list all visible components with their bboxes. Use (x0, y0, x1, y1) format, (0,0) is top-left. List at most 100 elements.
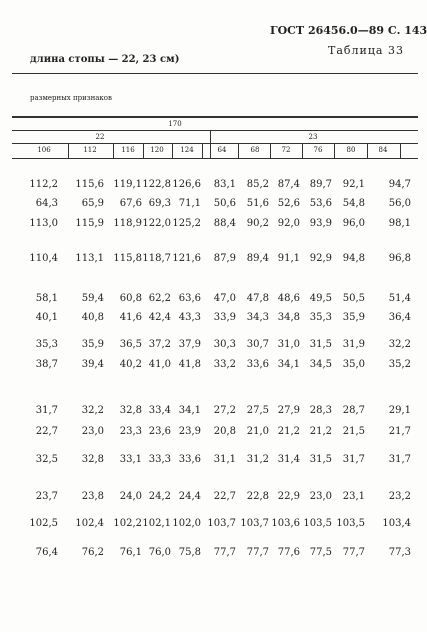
cell: 103,7 (207, 518, 236, 529)
rule (12, 73, 418, 74)
cell: 65,9 (81, 198, 104, 209)
cell: 113,0 (29, 218, 58, 229)
cell: 83,1 (213, 179, 236, 190)
cell: 50,5 (342, 293, 365, 304)
column-header: 116 (121, 146, 135, 154)
cell: 92,9 (309, 253, 332, 264)
column-divider (270, 143, 271, 158)
cell: 76,0 (148, 547, 171, 558)
cell: 94,8 (342, 253, 365, 264)
cell: 59,4 (81, 293, 104, 304)
cell: 77,3 (388, 547, 411, 558)
cell: 21,7 (388, 426, 411, 437)
cell: 22,8 (246, 491, 269, 502)
cell: 51,6 (246, 198, 269, 209)
cell: 93,9 (309, 218, 332, 229)
cell: 31,1 (213, 454, 236, 465)
rule (12, 158, 418, 159)
cell: 103,6 (271, 518, 300, 529)
cell: 33,6 (178, 454, 201, 465)
cell: 22,9 (277, 491, 300, 502)
cell: 24,0 (119, 491, 142, 502)
cell: 119,1 (113, 179, 142, 190)
cell: 103,5 (336, 518, 365, 529)
subtitle: длина стопы — 22, 23 см) (30, 54, 180, 65)
cell: 23,7 (35, 491, 58, 502)
column-divider (367, 143, 368, 158)
cell: 33,9 (213, 312, 236, 323)
cell: 96,8 (388, 253, 411, 264)
cell: 31,5 (309, 339, 332, 350)
cell: 31,4 (277, 454, 300, 465)
cell: 118,9 (113, 218, 142, 229)
cell: 77,6 (277, 547, 300, 558)
column-divider (334, 143, 335, 158)
cell: 115,6 (75, 179, 104, 190)
cell: 126,6 (172, 179, 201, 190)
cell: 50,6 (213, 198, 236, 209)
cell: 41,0 (148, 359, 171, 370)
cell: 115,9 (75, 218, 104, 229)
cell: 31,0 (277, 339, 300, 350)
cell: 35,0 (342, 359, 365, 370)
cell: 35,3 (35, 339, 58, 350)
cell: 54,8 (342, 198, 365, 209)
cell: 47,0 (213, 293, 236, 304)
cell: 28,3 (309, 405, 332, 416)
column-divider (400, 143, 401, 158)
cell: 51,4 (388, 293, 411, 304)
cell: 102,1 (142, 518, 171, 529)
cell: 23,8 (81, 491, 104, 502)
cell: 31,7 (388, 454, 411, 465)
cell: 27,5 (246, 405, 269, 416)
cell: 48,6 (277, 293, 300, 304)
cell: 118,7 (142, 253, 171, 264)
cell: 22,7 (35, 426, 58, 437)
cell: 64,3 (35, 198, 58, 209)
cell: 42,4 (148, 312, 171, 323)
cell: 33,4 (148, 405, 171, 416)
cell: 32,8 (119, 405, 142, 416)
cell: 23,9 (178, 426, 201, 437)
cell: 87,9 (213, 253, 236, 264)
cell: 53,6 (309, 198, 332, 209)
cell: 38,7 (35, 359, 58, 370)
rule (12, 130, 418, 131)
cell: 69,3 (148, 198, 171, 209)
cell: 39,4 (81, 359, 104, 370)
cell: 77,7 (246, 547, 269, 558)
cell: 31,7 (342, 454, 365, 465)
cell: 92,0 (277, 218, 300, 229)
column-header: 64 (217, 146, 227, 154)
column-header: 68 (250, 146, 260, 154)
cell: 27,9 (277, 405, 300, 416)
cell: 90,2 (246, 218, 269, 229)
cell: 24,2 (148, 491, 171, 502)
cell: 28,7 (342, 405, 365, 416)
cell: 35,9 (342, 312, 365, 323)
cell: 22,7 (213, 491, 236, 502)
caption: размерных признаков (30, 94, 112, 102)
cell: 77,7 (213, 547, 236, 558)
cell: 34,1 (178, 405, 201, 416)
column-divider (143, 143, 144, 158)
cell: 76,1 (119, 547, 142, 558)
cell: 122,0 (142, 218, 171, 229)
cell: 87,4 (277, 179, 300, 190)
cell: 30,3 (213, 339, 236, 350)
cell: 33,2 (213, 359, 236, 370)
cell: 98,1 (388, 218, 411, 229)
cell: 102,2 (113, 518, 142, 529)
cell: 75,8 (178, 547, 201, 558)
cell: 43,3 (178, 312, 201, 323)
cell: 32,2 (81, 405, 104, 416)
subgroup: 22 (95, 133, 105, 141)
column-divider (113, 143, 114, 158)
cell: 96,0 (342, 218, 365, 229)
cell: 36,5 (119, 339, 142, 350)
cell: 102,5 (29, 518, 58, 529)
column-divider (238, 143, 239, 158)
cell: 34,8 (277, 312, 300, 323)
column-header: 120 (150, 146, 164, 154)
